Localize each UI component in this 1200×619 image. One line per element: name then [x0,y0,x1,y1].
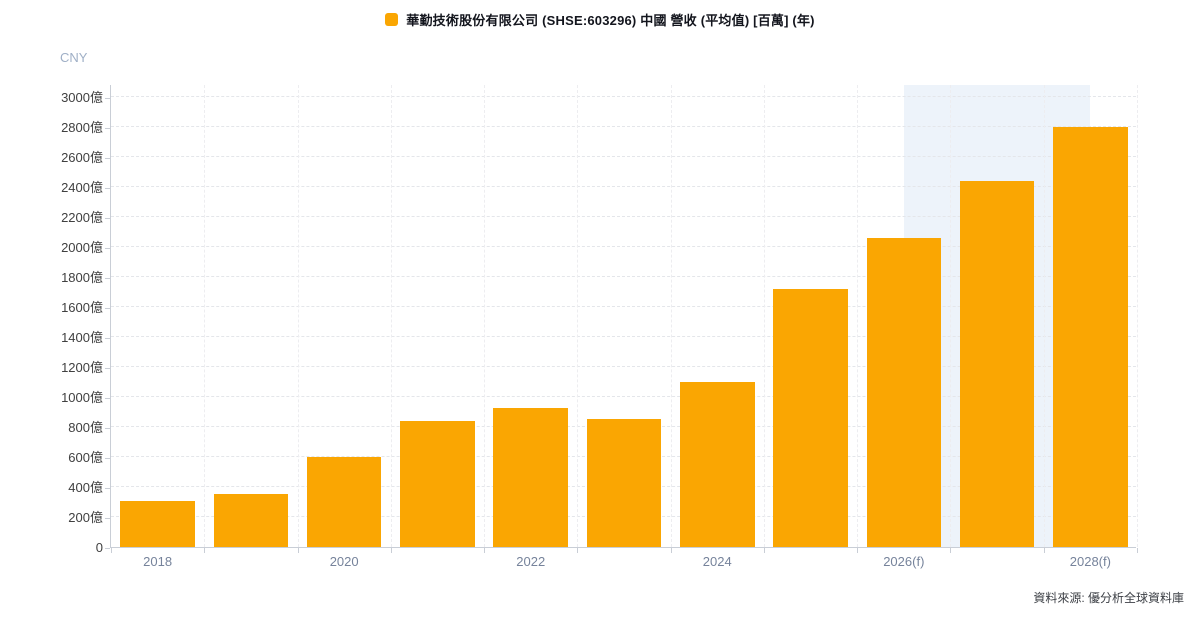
y-grid-line [111,186,1136,187]
y-tick-mark [105,128,110,129]
x-tick-mark [950,548,952,553]
x-tick-label: 2022 [516,554,546,569]
y-tick-label: 2600億 [61,150,103,165]
y-tick-mark [105,458,110,459]
x-tick-mark [484,548,486,553]
x-tick-mark [111,548,112,553]
bar-2025[interactable] [773,288,848,547]
x-grid-line [950,85,952,547]
y-grid-line [111,126,1136,127]
x-grid-line [204,85,206,547]
y-tick-label: 2800億 [61,120,103,135]
y-grid-line [111,96,1136,97]
y-tick-label: 2400億 [61,180,103,195]
y-tick-mark [105,278,110,279]
bar-2026(f)[interactable] [866,238,942,547]
y-tick-label: 1600億 [61,300,103,315]
bar-2019[interactable] [213,494,289,547]
y-tick-mark [105,218,110,219]
x-grid-line [670,85,672,547]
source-note: 資料來源: 優分析全球資料庫 [1033,591,1184,605]
y-tick-label: 1400億 [61,330,103,345]
y-tick-mark [105,428,110,429]
x-tick-mark [857,548,859,553]
y-grid-line [111,216,1136,217]
x-grid-line [1043,85,1045,547]
y-tick-mark [105,488,110,489]
x-tick-mark [1043,548,1045,553]
x-grid-line [1137,85,1138,547]
y-tick-mark [105,188,110,189]
x-tick-mark [297,548,299,553]
x-grid-line [297,85,299,547]
legend: 華勤技術股份有限公司 (SHSE:603296) 中國 營收 (平均值) [百萬… [0,10,1200,29]
x-tick-mark [390,548,392,553]
y-tick-mark [105,398,110,399]
y-tick-mark [105,158,110,159]
y-tick-mark [105,338,110,339]
y-axis-labels: 0 200億 400億 600億 800億 1000億 1200億 1400億 1600億 180… [0,85,103,555]
y-tick-label: 1200億 [61,360,103,375]
y-tick-label: 2000億 [61,240,103,255]
bar-2023[interactable] [586,419,662,547]
y-tick-label: 3000億 [61,90,103,105]
y-tick-mark [105,248,110,249]
x-tick-label: 2020 [329,554,359,569]
y-tick-label: 1800億 [61,270,103,285]
y-tick-label: 600億 [68,450,103,465]
y-tick-mark [105,518,110,519]
x-tick-mark [577,548,579,553]
y-grid-line [111,276,1136,277]
legend-marker-icon[interactable] [385,13,399,26]
y-grid-line [111,156,1136,157]
x-tick-mark [670,548,672,553]
plot-area: 2018 2020 2022 2024 2026(f) 2028(f) [110,85,1138,569]
y-grid-line [111,366,1136,367]
y-tick-label: 2200億 [61,210,103,225]
x-grid-line [484,85,486,547]
y-tick-label: 800億 [68,420,103,435]
x-grid-line [390,85,392,547]
y-tick-label: 400億 [68,480,103,495]
y-grid-line [111,336,1136,337]
bar-2021[interactable] [400,421,475,547]
y-tick-mark [105,548,110,549]
x-tick-mark [1137,548,1138,553]
bar-2020[interactable] [306,457,382,547]
bar-2028(f)[interactable] [1053,127,1128,547]
x-tick-label: 2028(f) [1069,554,1111,569]
x-tick-label: 2024 [702,554,732,569]
x-grid-line [763,85,765,547]
bar-2018[interactable] [120,500,195,547]
x-tick-label: 2026(f) [883,554,925,569]
x-grid-line [577,85,579,547]
y-axis-unit-label: CNY [60,50,88,65]
x-tick-mark [204,548,206,553]
y-grid-line [111,246,1136,247]
x-tick-mark [763,548,765,553]
y-tick-label: 1000億 [61,390,103,405]
y-tick-mark [105,98,110,99]
y-tick-label: 200億 [68,510,103,525]
legend-label[interactable]: 華勤技術股份有限公司 (SHSE:603296) 中國 營收 (平均值) [百萬… [406,13,815,28]
x-tick-label: 2018 [143,554,173,569]
bar-2027(f)[interactable] [959,181,1035,547]
x-grid-line [857,85,859,547]
y-grid-line [111,306,1136,307]
y-grid-line [111,396,1136,397]
y-tick-label: 0 [95,540,103,555]
bar-2024[interactable] [679,382,755,547]
bar-2022[interactable] [493,408,569,547]
y-tick-mark [105,308,110,309]
y-tick-mark [105,368,110,369]
